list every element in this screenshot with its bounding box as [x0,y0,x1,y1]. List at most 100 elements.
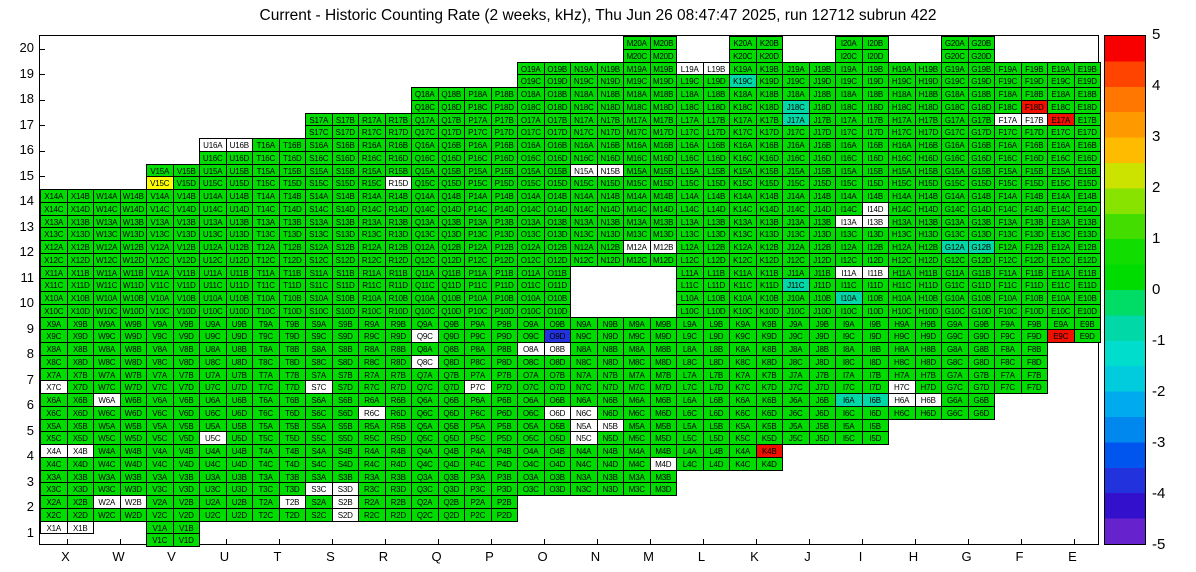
cell-U15A: U15A [199,163,227,178]
cell-S8A: S8A [305,342,333,356]
cell-T3C: T3C [252,482,280,496]
cell-M12D: M12D [649,252,677,267]
cell-R9A: R9A [358,316,386,331]
cell-H19D: H19D [914,74,942,88]
cell-I11B: I11B [861,265,889,280]
cell-H19C: H19C [888,74,916,88]
cell-R5C: R5C [358,431,386,445]
cell-X11B: X11B [66,265,94,280]
cell-J17B: J17B [808,112,836,127]
cell-T6A: T6A [252,393,280,407]
cell-R14B: R14B [384,189,412,203]
cell-N7C: N7C [570,380,598,394]
cell-G8C: G8C [941,354,969,369]
cell-J13A: J13A [782,214,810,229]
cell-R13A: R13A [358,214,386,229]
cell-I16A: I16A [835,138,863,152]
cell-Q11A: Q11A [411,265,439,280]
cell-Q7A: Q7A [411,367,439,382]
cell-V2C: V2C [146,507,174,522]
cell-O18B: O18B [543,87,571,101]
cell-Q13C: Q13C [411,227,439,241]
cell-N6B: N6B [596,393,624,407]
cell-V1A: V1A [146,520,174,535]
cell-J8B: J8B [808,342,836,356]
cell-K9B: K9B [755,316,783,331]
cell-V5D: V5D [172,431,200,445]
cell-U10D: U10D [225,303,253,318]
cell-G6D: G6D [967,405,995,420]
cell-Q14D: Q14D [437,201,465,216]
cell-Q17C: Q17C [411,125,439,139]
cell-S4A: S4A [305,444,333,458]
cell-P12B: P12B [490,240,518,254]
cell-H8A: H8A [888,342,916,356]
cell-U13A: U13A [199,214,227,229]
cell-S17A: S17A [305,112,333,127]
cell-V6A: V6A [146,393,174,407]
cell-F17D: F17D [1020,125,1048,139]
cell-Q13D: Q13D [437,227,465,241]
cell-S14B: S14B [331,189,359,203]
cell-L17A: L17A [676,112,704,127]
cell-Q6C: Q6C [411,405,439,420]
cell-K5B: K5B [755,418,783,433]
cell-O13B: O13B [543,214,571,229]
cell-H7A: H7A [888,367,916,382]
cell-I7B: I7B [861,367,889,382]
cell-L7A: L7A [676,367,704,382]
cell-M13B: M13B [649,214,677,229]
cell-X1A: X1A [40,520,68,535]
cell-I19A: I19A [835,61,863,76]
cell-S11B: S11B [331,265,359,280]
cell-S2C: S2C [305,507,333,522]
cell-M5A: M5A [623,418,651,433]
cell-R12D: R12D [384,252,412,267]
cell-J13D: J13D [808,227,836,241]
cell-S5B: S5B [331,418,359,433]
cell-I5A: I5A [835,418,863,433]
cell-Q3C: Q3C [411,482,439,496]
cell-F9B: F9B [1020,316,1048,331]
cell-F7C: F7C [994,380,1022,394]
cell-P16A: P16A [464,138,492,152]
cell-K10A: K10A [729,291,757,305]
cell-U15D: U15D [225,176,253,190]
cell-F8D: F8D [1020,354,1048,369]
cell-P6C: P6C [464,405,492,420]
x-axis-label: M [643,549,654,564]
cell-R7A: R7A [358,367,386,382]
cell-F7D: F7D [1020,380,1048,394]
cell-O17D: O17D [543,125,571,139]
cell-F19D: F19D [1020,74,1048,88]
cell-V3A: V3A [146,469,174,484]
cell-N19B: N19B [596,61,624,76]
cell-G9A: G9A [941,316,969,331]
cell-L8C: L8C [676,354,704,369]
cell-O13C: O13C [517,227,545,241]
cell-M17C: M17C [623,125,651,139]
cell-O16A: O16A [517,138,545,152]
cell-G20A: G20A [941,36,969,50]
cell-N13D: N13D [596,227,624,241]
cell-K9A: K9A [729,316,757,331]
cell-T6D: T6D [278,405,306,420]
cell-E16D: E16D [1073,150,1101,165]
cell-I18B: I18B [861,87,889,101]
cell-K12A: K12A [729,240,757,254]
cell-V6C: V6C [146,405,174,420]
cell-L9C: L9C [676,329,704,343]
cell-H18C: H18C [888,99,916,114]
cell-M3D: M3D [649,482,677,496]
cell-H15A: H15A [888,163,916,178]
cell-O10C: O10C [517,303,545,318]
x-axis-label: O [537,549,548,564]
cell-N9B: N9B [596,316,624,331]
cell-E10C: E10C [1047,303,1075,318]
cell-Q2D: Q2D [437,507,465,522]
cell-Q11B: Q11B [437,265,465,280]
cell-F15C: F15C [994,176,1022,190]
cell-F16D: F16D [1020,150,1048,165]
cell-L12A: L12A [676,240,704,254]
x-tick [596,539,598,544]
